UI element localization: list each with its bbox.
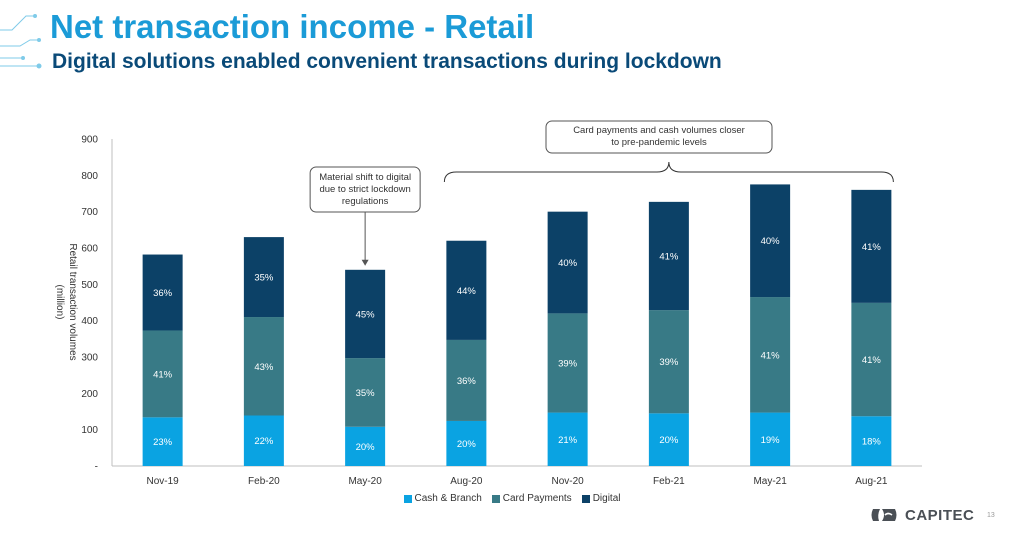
slide-subtitle: Digital solutions enabled convenient tra… — [52, 50, 722, 73]
y-tick-label: 900 — [81, 135, 98, 146]
data-label: 41% — [862, 355, 882, 366]
x-tick-label: Aug-20 — [450, 476, 483, 487]
data-label: 21% — [558, 435, 578, 446]
bar-segment-digital — [547, 211, 588, 314]
y-tick-label: 600 — [81, 244, 98, 255]
stacked-bar-chart: - 100 200 300 400 500 600 700 800 900 Retail trans… — [54, 120, 922, 487]
y-tick-label: - — [95, 462, 98, 473]
data-label: 44% — [457, 286, 477, 297]
data-label: 39% — [558, 358, 578, 369]
data-label: 20% — [457, 439, 477, 450]
data-label: 35% — [356, 388, 376, 399]
legend-item-card-payments: Card Payments — [491, 493, 572, 504]
legend-swatch-card-payments — [491, 494, 500, 503]
data-label: 45% — [356, 309, 376, 320]
lockdown-callout-arrowhead — [361, 259, 369, 266]
legend-item-digital: Digital — [581, 493, 621, 504]
pre-pandemic-callout-text: Card payments and cash volumes closer — [573, 125, 745, 136]
bar-segment-cash-branch — [446, 420, 487, 466]
lockdown-callout-text: due to strict lockdown — [319, 184, 410, 195]
data-label: 23% — [153, 437, 173, 448]
y-tick-label: 700 — [81, 207, 98, 218]
pre-pandemic-callout-box — [545, 120, 773, 154]
data-label: 41% — [761, 350, 781, 361]
y-tick-label: 400 — [81, 316, 98, 327]
bar-segment-card-payments — [851, 302, 892, 417]
capitec-logo: CAPITEC — [869, 506, 974, 524]
y-tick-label: 100 — [81, 425, 98, 436]
bar-segment-digital — [648, 201, 689, 311]
data-label: 41% — [659, 251, 679, 262]
data-label: 20% — [659, 435, 679, 446]
data-label: 22% — [254, 436, 274, 447]
bar-segment-card-payments — [243, 317, 284, 416]
bar-segment-cash-branch — [750, 412, 791, 466]
legend-label-card-payments: Card Payments — [502, 493, 572, 504]
legend-swatch-digital — [581, 494, 590, 503]
x-tick-label: May-20 — [348, 476, 382, 487]
data-label: 43% — [254, 362, 274, 373]
bar-segment-cash-branch — [648, 413, 689, 466]
bar-segment-digital — [750, 184, 791, 298]
x-tick-label: Nov-20 — [552, 476, 585, 487]
logo-text: CAPITEC — [905, 506, 975, 524]
lockdown-callout-text: regulations — [342, 196, 389, 207]
chart-legend: Cash & Branch Card Payments Digital — [0, 493, 1024, 504]
bar-segment-card-payments — [648, 310, 689, 414]
x-tick-label: May-21 — [753, 476, 787, 487]
x-tick-label: Nov-19 — [147, 476, 180, 487]
data-label: 35% — [254, 273, 274, 284]
data-label: 41% — [862, 242, 882, 253]
data-label: 19% — [761, 435, 781, 446]
y-tick-label: 500 — [81, 280, 98, 291]
legend-label-cash-branch: Cash & Branch — [414, 493, 482, 504]
bar-segment-card-payments — [750, 297, 791, 413]
data-label: 36% — [153, 288, 173, 299]
legend-label-digital: Digital — [592, 493, 621, 504]
legend-swatch-cash-branch — [403, 494, 412, 503]
data-label: 41% — [153, 369, 173, 380]
y-tick-label: 300 — [81, 353, 98, 364]
lockdown-callout-text: Material shift to digital — [319, 172, 411, 183]
y-axis-label-line: (million) — [54, 285, 65, 320]
bar-segment-digital — [142, 254, 183, 331]
bar-segment-cash-branch — [142, 417, 183, 466]
x-tick-label: Aug-21 — [855, 476, 888, 487]
y-axis-label: Retail transaction volumes(million) — [54, 243, 78, 360]
data-label: 40% — [761, 236, 781, 247]
bar-segment-cash-branch — [547, 412, 588, 466]
x-tick-label: Feb-21 — [653, 476, 685, 487]
y-axis-label-line: Retail transaction volumes — [67, 243, 78, 360]
bar-segment-cash-branch — [243, 415, 284, 466]
bar-segment-digital — [345, 269, 386, 359]
y-tick-label: 800 — [81, 171, 98, 182]
data-label: 20% — [356, 442, 376, 453]
pre-pandemic-brace — [443, 161, 894, 183]
bar-segment-card-payments — [547, 313, 588, 413]
data-label: 40% — [558, 258, 578, 269]
bar-segment-digital — [851, 189, 892, 303]
bar-segment-card-payments — [446, 339, 487, 421]
data-label: 39% — [659, 357, 679, 368]
bar-segment-digital — [243, 237, 284, 318]
bar-segment-card-payments — [345, 358, 386, 427]
legend-item-cash-branch: Cash & Branch — [403, 493, 482, 504]
y-tick-label: 200 — [81, 389, 98, 400]
capitec-logo-icon — [871, 509, 897, 521]
bar-segment-card-payments — [142, 330, 183, 418]
x-tick-label: Feb-20 — [248, 476, 280, 487]
slide-title: Net transaction income - Retail — [50, 8, 535, 45]
data-label: 36% — [457, 376, 477, 387]
bar-segment-digital — [446, 240, 487, 340]
page-number: 13 — [987, 512, 995, 519]
pre-pandemic-callout-text: to pre-pandemic levels — [611, 137, 707, 148]
bar-segment-cash-branch — [851, 416, 892, 466]
circuit-decoration — [0, 14, 42, 69]
bar-segment-cash-branch — [345, 426, 386, 466]
data-label: 18% — [862, 437, 882, 448]
